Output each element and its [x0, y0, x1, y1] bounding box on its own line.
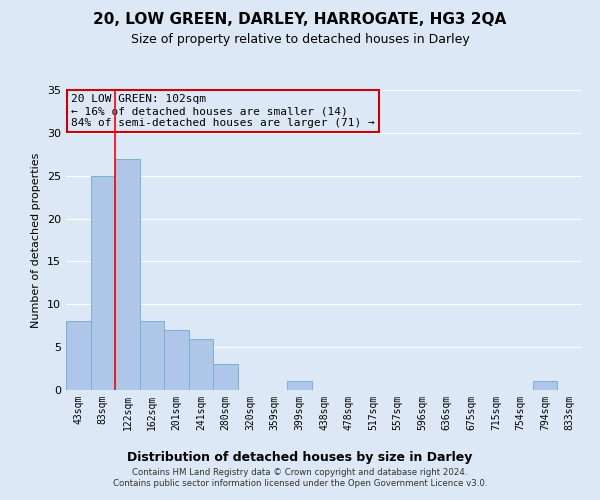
Bar [91, 176, 115, 390]
Text: Distribution of detached houses by size in Darley: Distribution of detached houses by size … [127, 451, 473, 464]
Text: Size of property relative to detached houses in Darley: Size of property relative to detached ho… [131, 32, 469, 46]
Y-axis label: Number of detached properties: Number of detached properties [31, 152, 41, 328]
Bar [164, 330, 189, 390]
Bar [533, 382, 557, 390]
Bar [140, 322, 164, 390]
Text: 20 LOW GREEN: 102sqm
← 16% of detached houses are smaller (14)
84% of semi-detac: 20 LOW GREEN: 102sqm ← 16% of detached h… [71, 94, 375, 128]
Bar [115, 158, 140, 390]
Text: 20, LOW GREEN, DARLEY, HARROGATE, HG3 2QA: 20, LOW GREEN, DARLEY, HARROGATE, HG3 2Q… [94, 12, 506, 28]
Bar [66, 322, 91, 390]
Bar [214, 364, 238, 390]
Bar [287, 382, 312, 390]
Text: Contains HM Land Registry data © Crown copyright and database right 2024.
Contai: Contains HM Land Registry data © Crown c… [113, 468, 487, 487]
Bar [189, 338, 214, 390]
